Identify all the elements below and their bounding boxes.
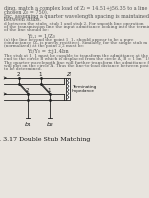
Text: Y₂,₁ = 1/Z₀: Y₂,₁ = 1/Z₀ — [27, 33, 55, 38]
Text: (normalized) at the point 2,2 must be:: (normalized) at the point 2,2 must be: — [4, 44, 85, 48]
Text: b₂: b₂ — [46, 122, 53, 127]
Text: to be determined.: to be determined. — [4, 67, 42, 71]
Text: 1: 1 — [38, 71, 42, 76]
Text: Inc. assuming a quarter wavelength spacing is maintained: Inc. assuming a quarter wavelength spaci… — [4, 14, 149, 19]
Text: 2: 2 — [26, 88, 29, 92]
Text: between stubs.: between stubs. — [4, 17, 41, 22]
Text: The stub at 1, 1 must be capable to transform the admittance at the terminating: The stub at 1, 1 must be capable to tran… — [4, 54, 149, 58]
Text: of the line should be:: of the line should be: — [4, 28, 49, 32]
Text: Terminating: Terminating — [72, 85, 96, 89]
Text: d between the stubs, stub 1 and stub 2. For smooth line operation: d between the stubs, stub 1 and stub 2. … — [4, 22, 144, 26]
Text: 1: 1 — [48, 88, 51, 92]
Text: Y₂/Y₀ = ±j1.4bn: Y₂/Y₀ = ±j1.4bn — [27, 49, 69, 54]
Text: Impedance: Impedance — [72, 89, 95, 93]
Bar — [66, 78, 70, 100]
Text: 2: 2 — [17, 71, 20, 76]
Text: b₁: b₁ — [25, 122, 31, 127]
Text: (a) the line beyond the point 1, 1₁ should appear to be a pure: (a) the line beyond the point 1, 1₁ shou… — [4, 38, 134, 42]
Text: Zₗ: Zₗ — [66, 71, 70, 76]
Text: conductance (Z₀ is purely resistive). Similarly, for the single stub m: conductance (Z₀ is purely resistive). Si… — [4, 41, 148, 45]
Text: of the transmission line the input admittance looking into the terminals 2, 1: of the transmission line the input admit… — [4, 25, 149, 29]
Text: end to the circle B which is displaced from the circle A, B = 1 bn^1/G: end to the circle B which is displaced f… — [4, 57, 149, 61]
Text: chosen Z₀ = 750).: chosen Z₀ = 750). — [4, 10, 49, 15]
Text: ding, match a complex load of Zₗ = 14.51+j56.35 to a line: ding, match a complex load of Zₗ = 14.51… — [4, 6, 148, 11]
Text: Fig. 3.17 Double Stub Matching: Fig. 3.17 Double Stub Matching — [0, 137, 91, 143]
Text: The quarter wavelength line will further transform the admittance from a value 2: The quarter wavelength line will further… — [4, 61, 149, 65]
Text: will plot on the circle A. Thus the line-to-load distance between positions 2, 1: will plot on the circle A. Thus the line… — [4, 64, 149, 68]
